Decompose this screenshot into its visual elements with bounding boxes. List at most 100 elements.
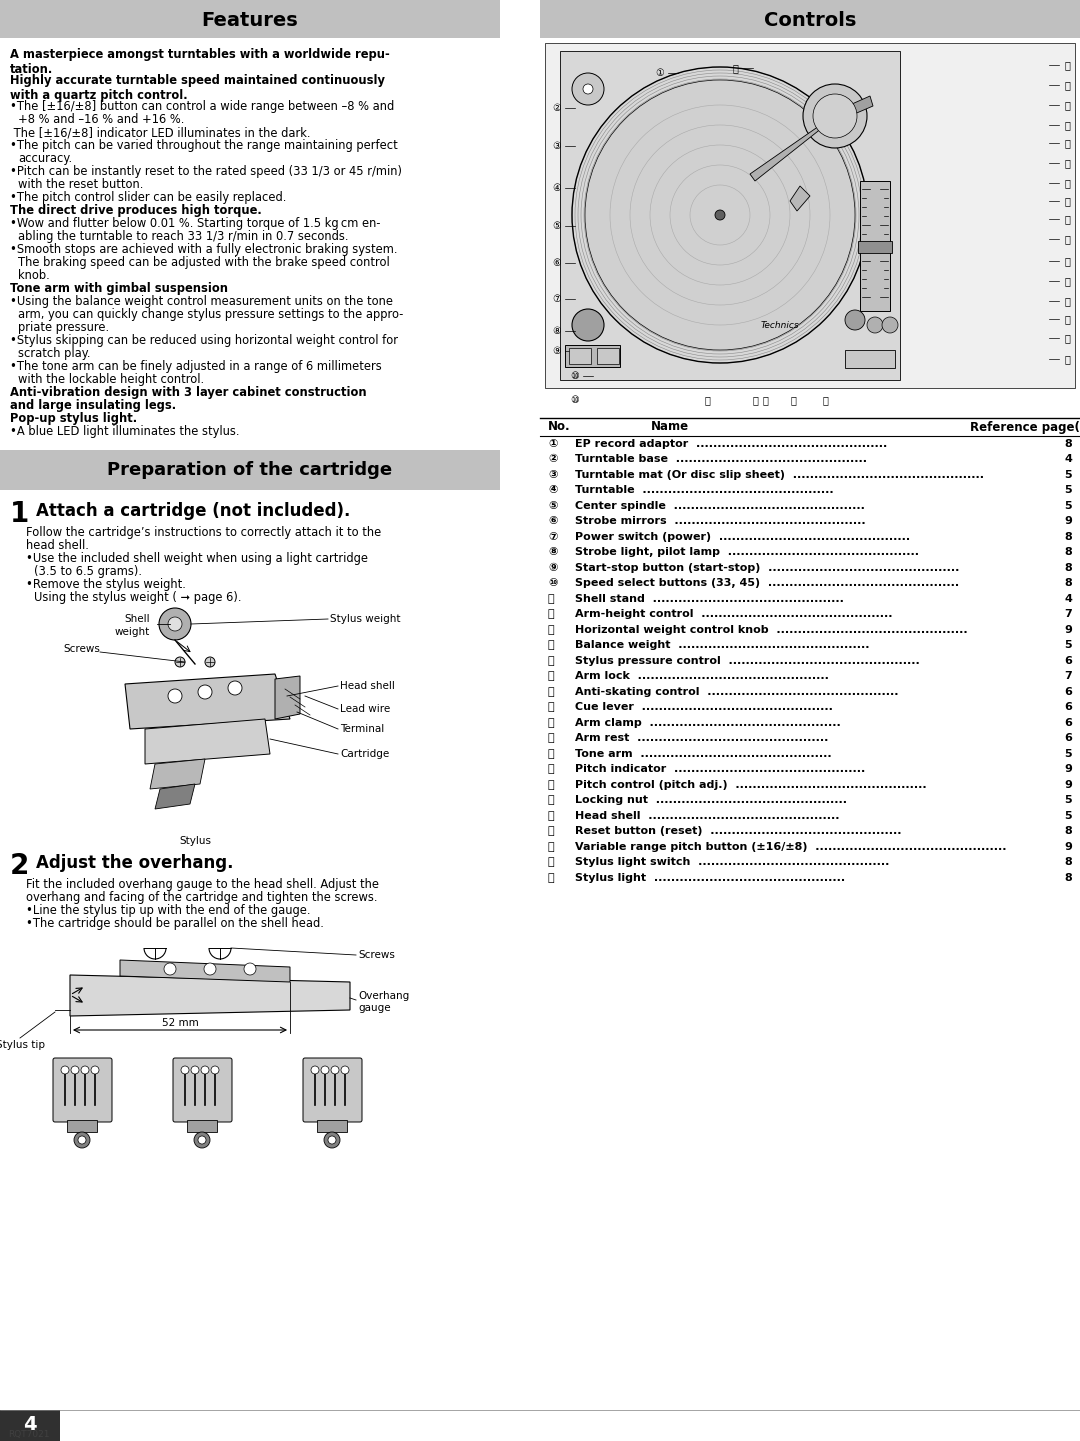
Text: ⑻: ⑻: [1064, 354, 1070, 365]
Text: 9: 9: [1064, 764, 1072, 774]
Circle shape: [168, 689, 183, 703]
Circle shape: [159, 608, 191, 640]
Text: Cue lever  .............................................: Cue lever ..............................…: [575, 702, 833, 712]
Circle shape: [324, 1133, 340, 1148]
Text: ⑥: ⑥: [553, 258, 562, 268]
Text: ⑴: ⑴: [548, 749, 555, 759]
Text: ⑵: ⑵: [548, 764, 555, 774]
Text: ⑼: ⑼: [752, 395, 758, 405]
Text: Shell stand  .............................................: Shell stand ............................…: [575, 594, 843, 604]
Text: Reference page(s): Reference page(s): [970, 421, 1080, 434]
Text: Start-stop button (start-stop)  .............................................: Start-stop button (start-stop) .........…: [575, 563, 959, 572]
Circle shape: [81, 1066, 89, 1074]
Bar: [565, 344, 620, 367]
Text: Pitch indicator  .............................................: Pitch indicator ........................…: [575, 764, 865, 774]
Text: 6: 6: [1064, 718, 1072, 728]
FancyBboxPatch shape: [303, 1058, 362, 1123]
Text: ⑶: ⑶: [1064, 256, 1070, 267]
Text: ②: ②: [553, 102, 562, 112]
Text: Arm-height control  .............................................: Arm-height control .....................…: [575, 610, 892, 620]
Text: Highly accurate turntable speed maintained continuously
with a quartz pitch cont: Highly accurate turntable speed maintain…: [10, 73, 384, 102]
Circle shape: [211, 1066, 219, 1074]
Text: ④: ④: [548, 486, 557, 496]
Text: ⑰: ⑰: [1064, 138, 1070, 148]
Text: ③: ③: [553, 141, 562, 151]
Text: Arm rest  .............................................: Arm rest ...............................…: [575, 733, 828, 744]
Text: gauge: gauge: [357, 1003, 391, 1013]
Text: 5: 5: [1065, 486, 1072, 496]
Text: 8: 8: [1064, 873, 1072, 883]
Circle shape: [75, 1133, 90, 1148]
Circle shape: [228, 682, 242, 695]
Text: •The cartridge should be parallel on the shell head.: •The cartridge should be parallel on the…: [26, 916, 324, 929]
Text: ⑳: ⑳: [548, 733, 555, 744]
Text: 9: 9: [1064, 516, 1072, 526]
Text: ⑻: ⑻: [548, 857, 555, 867]
Text: ⑪: ⑪: [548, 594, 555, 604]
Text: ⑶: ⑶: [548, 780, 555, 790]
Text: 5: 5: [1065, 795, 1072, 806]
Text: ⑤: ⑤: [548, 501, 557, 510]
Text: 4: 4: [23, 1415, 37, 1434]
Text: •Using the balance weight control measurement units on the tone: •Using the balance weight control measur…: [10, 295, 393, 308]
Text: Anti-skating control  .............................................: Anti-skating control ...................…: [575, 687, 899, 697]
Text: •Line the stylus tip up with the end of the gauge.: •Line the stylus tip up with the end of …: [26, 904, 311, 916]
Text: Follow the cartridge’s instructions to correctly attach it to the: Follow the cartridge’s instructions to c…: [26, 526, 381, 539]
Text: Using the stylus weight ( ➞ page 6).: Using the stylus weight ( ➞ page 6).: [33, 591, 242, 604]
Text: 6: 6: [1064, 656, 1072, 666]
Polygon shape: [120, 960, 291, 981]
Text: ⑭: ⑭: [548, 640, 555, 650]
Polygon shape: [150, 759, 205, 790]
Text: and large insulating legs.: and large insulating legs.: [10, 399, 176, 412]
Text: ①: ①: [656, 68, 664, 78]
Text: ⑮: ⑮: [548, 656, 555, 666]
Text: ⑲: ⑲: [548, 718, 555, 728]
Text: 9: 9: [1064, 842, 1072, 852]
Circle shape: [91, 1066, 99, 1074]
Text: ⑧: ⑧: [553, 326, 562, 336]
FancyBboxPatch shape: [53, 1058, 112, 1123]
Text: No.: No.: [548, 421, 570, 434]
Text: Screws: Screws: [357, 950, 395, 960]
Circle shape: [341, 1066, 349, 1074]
Text: ③: ③: [548, 470, 557, 480]
Text: Tone arm with gimbal suspension: Tone arm with gimbal suspension: [10, 282, 228, 295]
Text: Stylus light switch  .............................................: Stylus light switch ....................…: [575, 857, 889, 867]
Text: ⑱: ⑱: [548, 702, 555, 712]
Circle shape: [572, 73, 604, 105]
Text: (3.5 to 6.5 grams).: (3.5 to 6.5 grams).: [33, 565, 141, 578]
Circle shape: [71, 1066, 79, 1074]
Polygon shape: [125, 674, 291, 729]
Text: RQT7021: RQT7021: [8, 1429, 50, 1440]
Text: ⑴: ⑴: [1064, 215, 1070, 223]
Text: •A blue LED light illuminates the stylus.: •A blue LED light illuminates the stylus…: [10, 425, 240, 438]
Text: arm, you can quickly change stylus pressure settings to the appro-: arm, you can quickly change stylus press…: [18, 308, 403, 321]
Circle shape: [867, 317, 883, 333]
Circle shape: [198, 684, 212, 699]
Text: ②: ②: [548, 454, 557, 464]
Text: 8: 8: [1064, 563, 1072, 572]
Bar: [67, 1120, 97, 1133]
Text: Arm clamp  .............................................: Arm clamp ..............................…: [575, 718, 840, 728]
Circle shape: [198, 1136, 206, 1144]
Text: ⑽: ⑽: [704, 395, 710, 405]
Text: ⑩: ⑩: [570, 370, 579, 380]
Text: ⑳: ⑳: [1064, 196, 1070, 206]
Polygon shape: [145, 719, 270, 764]
Text: ⑦: ⑦: [553, 294, 562, 304]
Text: ⑤: ⑤: [553, 220, 562, 231]
Circle shape: [813, 94, 858, 138]
Text: 5: 5: [1065, 640, 1072, 650]
Text: Name: Name: [651, 421, 689, 434]
Text: ⑥: ⑥: [548, 516, 557, 526]
Text: Arm lock  .............................................: Arm lock ...............................…: [575, 672, 828, 682]
Text: 8: 8: [1064, 548, 1072, 558]
Text: 1: 1: [10, 500, 29, 527]
Circle shape: [330, 1066, 339, 1074]
Circle shape: [804, 84, 867, 148]
Bar: [561, 50, 900, 380]
Text: 8: 8: [1064, 578, 1072, 588]
Text: Strobe mirrors  .............................................: Strobe mirrors .........................…: [575, 516, 866, 526]
Circle shape: [244, 963, 256, 976]
Circle shape: [715, 210, 725, 220]
